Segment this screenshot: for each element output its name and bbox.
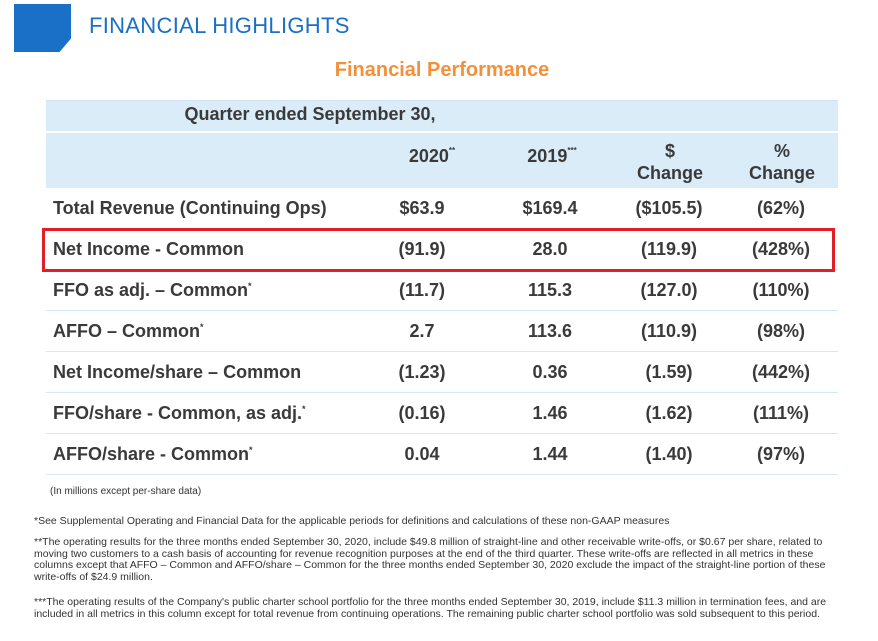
column-header-year: 2019 bbox=[527, 146, 568, 166]
footnote-marker: * bbox=[200, 322, 204, 332]
value-2019: 0.36 bbox=[532, 362, 568, 382]
value-dollar-change: (1.40) bbox=[645, 444, 693, 464]
row-label: AFFO – Common* bbox=[53, 321, 204, 341]
row-label: FFO/share - Common, as adj.* bbox=[53, 403, 306, 423]
value-2019: 1.44 bbox=[532, 444, 568, 464]
value-2020: (1.23) bbox=[398, 362, 446, 382]
column-header-dollar-change: $ Change bbox=[600, 140, 740, 184]
row-label: Net Income/share – Common bbox=[53, 362, 302, 382]
row-label: AFFO/share - Common* bbox=[53, 444, 253, 464]
value-2019: 113.6 bbox=[527, 321, 573, 341]
value-percent-change: (111%) bbox=[752, 403, 810, 423]
table-row-ffo: FFO as adj. – Common* (11.7) 115.3 (127.… bbox=[46, 270, 838, 311]
column-header-line1: % bbox=[773, 141, 790, 161]
footnote-2020-results: **The operating results for the three mo… bbox=[34, 536, 826, 584]
page-title: FINANCIAL HIGHLIGHTS bbox=[89, 13, 350, 38]
value-2019: 115.3 bbox=[527, 280, 573, 300]
column-header-line2: Change bbox=[636, 163, 703, 183]
table-row-affo-per-share: AFFO/share - Common* 0.04 1.44 (1.40) (9… bbox=[46, 434, 838, 475]
net-income-highlight-box bbox=[42, 228, 835, 272]
column-header-2020: 2020** bbox=[362, 140, 502, 167]
value-2020: 2.7 bbox=[409, 321, 435, 341]
row-label: Net Income - Common bbox=[53, 239, 245, 259]
value-percent-change: (62%) bbox=[756, 198, 805, 218]
footnote-marker: * bbox=[248, 281, 252, 291]
column-header-line2: Change bbox=[748, 163, 815, 183]
value-dollar-change: (1.59) bbox=[645, 362, 693, 382]
footnote-marker: * bbox=[249, 445, 253, 455]
table-row-ffo-per-share: FFO/share - Common, as adj.* (0.16) 1.46… bbox=[46, 393, 838, 434]
table-row-affo: AFFO – Common* 2.7 113.6 (110.9) (98%) bbox=[46, 311, 838, 352]
section-subtitle: Financial Performance bbox=[334, 59, 550, 81]
header-divider bbox=[46, 131, 838, 133]
value-2020: $63.9 bbox=[399, 198, 445, 218]
footnote-marker: *** bbox=[567, 146, 577, 155]
value-percent-change: (442%) bbox=[751, 362, 811, 382]
column-header-percent-change: % Change bbox=[712, 140, 852, 184]
table-row-total-revenue: Total Revenue (Continuing Ops) $63.9 $16… bbox=[46, 188, 838, 229]
row-label: FFO as adj. – Common* bbox=[53, 280, 252, 300]
footnote-2019-results: ***The operating results of the Company'… bbox=[34, 596, 827, 620]
value-percent-change: (428%) bbox=[751, 239, 811, 259]
value-dollar-change: (119.9) bbox=[640, 239, 698, 259]
footnote-marker: ** bbox=[448, 146, 456, 155]
units-note: (In millions except per-share data) bbox=[50, 486, 202, 497]
value-2020: (91.9) bbox=[398, 239, 446, 259]
row-label: Total Revenue (Continuing Ops) bbox=[53, 198, 327, 218]
value-percent-change: (110%) bbox=[752, 280, 810, 300]
value-percent-change: (98%) bbox=[756, 321, 805, 341]
table-header-band bbox=[46, 101, 838, 188]
footnote-marker: * bbox=[302, 404, 306, 414]
column-header-2019: 2019*** bbox=[482, 140, 622, 167]
title-badge bbox=[14, 4, 71, 52]
value-percent-change: (97%) bbox=[756, 444, 805, 464]
table-top-rule bbox=[46, 100, 838, 101]
table-row-net-income: Net Income - Common (91.9) 28.0 (119.9) … bbox=[46, 229, 838, 270]
value-dollar-change: (1.62) bbox=[645, 403, 693, 423]
table-row-net-income-per-share: Net Income/share – Common (1.23) 0.36 (1… bbox=[46, 352, 838, 393]
value-dollar-change: (127.0) bbox=[640, 280, 698, 300]
value-2019: $169.4 bbox=[522, 198, 578, 218]
column-header-line1: $ bbox=[664, 141, 675, 161]
value-2020: (0.16) bbox=[398, 403, 446, 423]
value-2019: 28.0 bbox=[532, 239, 568, 259]
value-2020: (11.7) bbox=[398, 280, 446, 300]
footnote-non-gaap: *See Supplemental Operating and Financia… bbox=[34, 515, 670, 527]
column-header-year: 2020 bbox=[408, 146, 449, 166]
value-dollar-change: (110.9) bbox=[640, 321, 698, 341]
value-2019: 1.46 bbox=[532, 403, 568, 423]
period-header: Quarter ended September 30, bbox=[184, 104, 436, 124]
value-2020: 0.04 bbox=[404, 444, 440, 464]
value-dollar-change: ($105.5) bbox=[635, 198, 703, 218]
